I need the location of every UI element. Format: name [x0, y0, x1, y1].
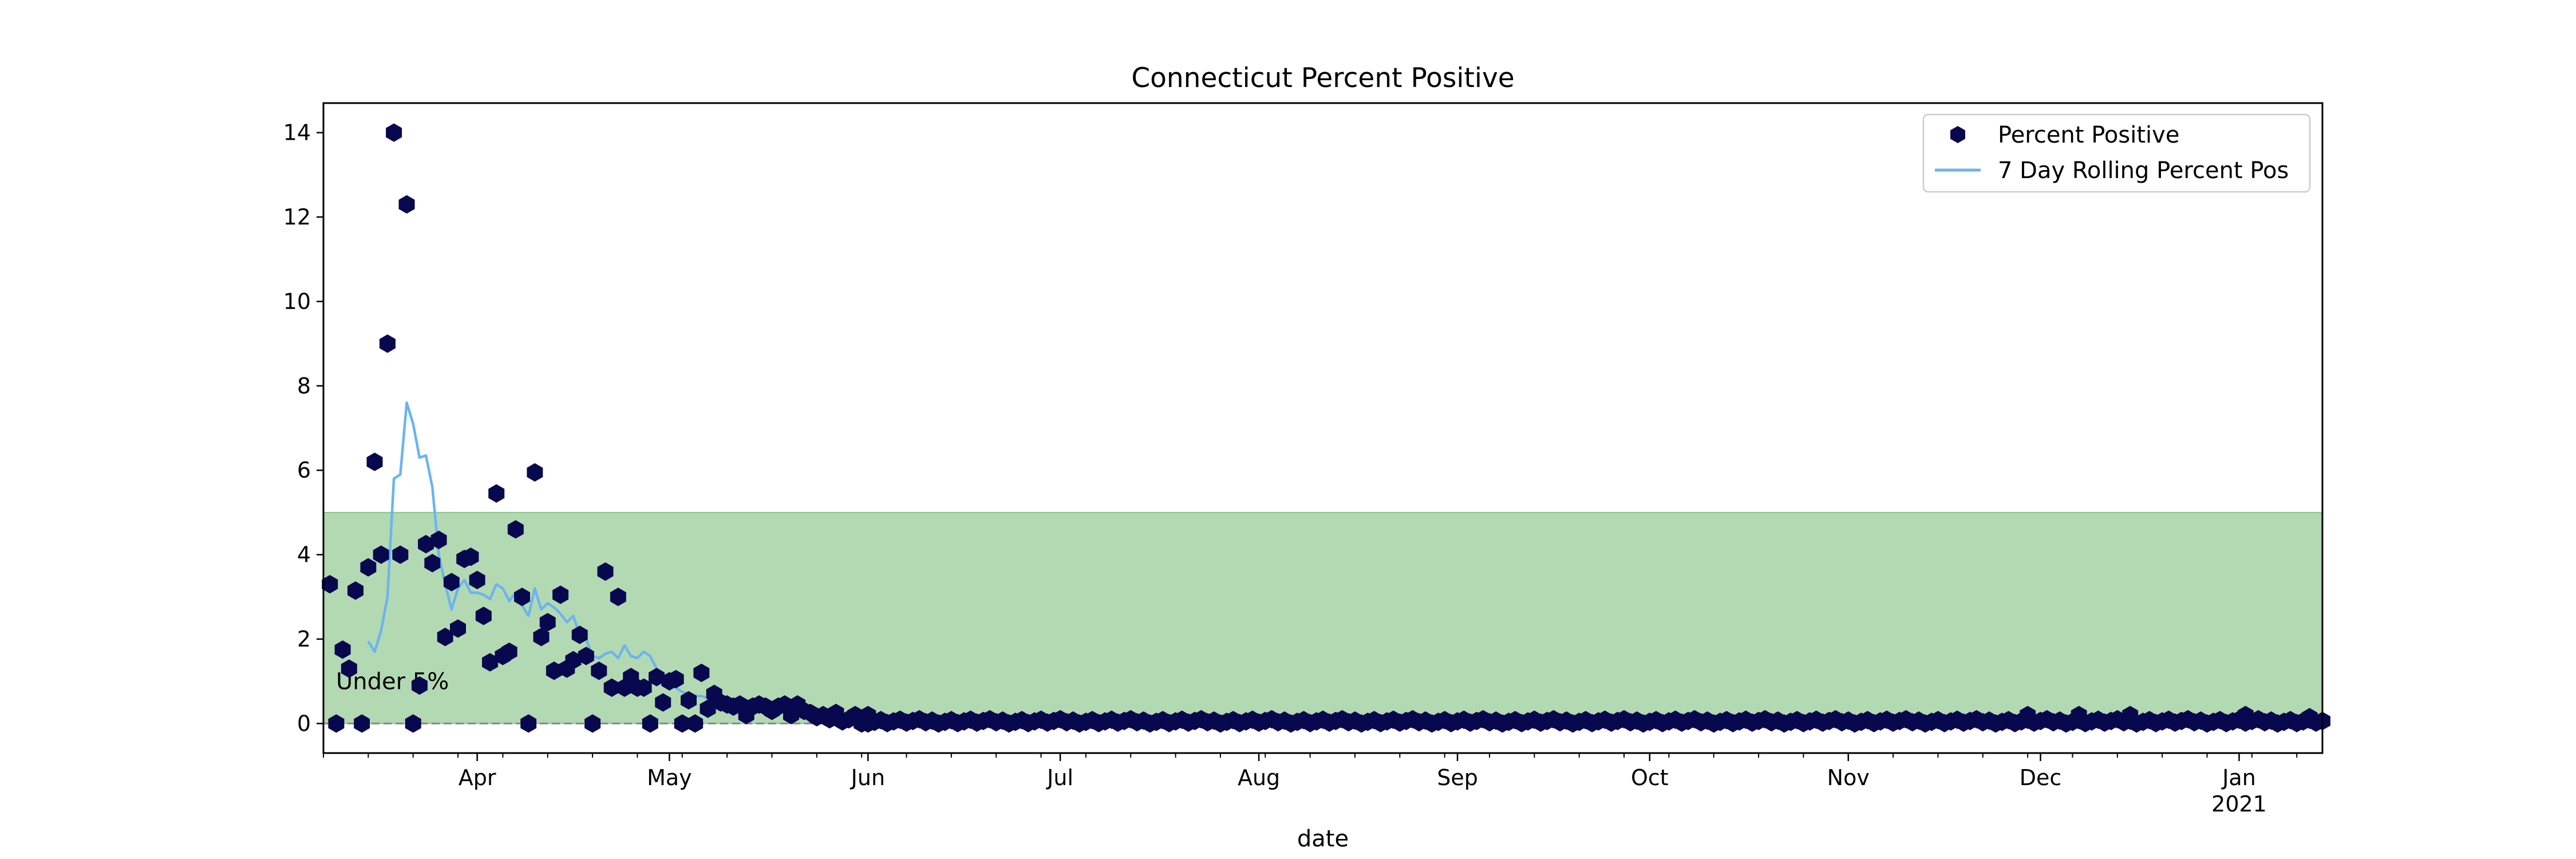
data-point [366, 452, 383, 471]
legend: Percent Positive 7 Day Rolling Percent Po… [1922, 113, 2311, 193]
data-point [463, 547, 479, 566]
x-tick-sublabel: 2021 [2211, 791, 2267, 817]
legend-label-percent-positive: Percent Positive [1998, 122, 2179, 148]
data-point [584, 714, 601, 733]
data-point [649, 668, 665, 687]
data-point [501, 642, 517, 661]
data-point [488, 484, 505, 503]
data-point [430, 530, 447, 549]
data-point [597, 562, 614, 581]
y-tick-label: 4 [297, 542, 311, 568]
x-axis-label: date [1297, 826, 1349, 852]
data-point [450, 619, 466, 638]
data-point [571, 625, 588, 644]
y-tick-label: 6 [297, 458, 311, 483]
x-tick-label: Jul [1046, 765, 1073, 790]
x-tick-label: Jun [850, 765, 885, 790]
threshold-band [323, 511, 2323, 724]
data-point [591, 661, 607, 680]
data-point [373, 545, 389, 564]
y-tick-label: 14 [283, 120, 311, 145]
data-point [667, 669, 684, 689]
data-point [392, 545, 409, 564]
data-point [655, 693, 671, 712]
data-point [341, 659, 357, 678]
data-point [347, 581, 364, 600]
data-point [687, 714, 704, 733]
threshold-band-layer: Under 5% [323, 511, 2323, 724]
legend-box [1922, 113, 2311, 193]
x-tick-label: Aug [1238, 765, 1280, 790]
data-point [2020, 706, 2036, 724]
data-point [443, 573, 460, 592]
data-point [360, 558, 377, 577]
data-point [2071, 706, 2087, 724]
data-point [507, 520, 524, 539]
plot-frame [322, 102, 2324, 754]
data-point [411, 676, 428, 695]
axes-layer: 0 2 4 6 8 10 12 14 Apr May Jun Jul Aug Sep Oct Nov Dec Ja… [283, 102, 2324, 817]
legend-label-rolling: 7 Day Rolling Percent Pos [1998, 157, 2289, 184]
data-point [610, 588, 626, 606]
chart-title: Connecticut Percent Positive [1131, 62, 1514, 94]
data-point [354, 714, 370, 733]
x-tick-label: Apr [459, 765, 496, 790]
data-point [424, 554, 441, 573]
data-point [2237, 706, 2254, 724]
data-point [693, 663, 710, 683]
data-point [2122, 706, 2139, 724]
data-point [514, 588, 530, 606]
x-tick-label: Dec [2020, 765, 2062, 790]
y-tick-label: 10 [283, 289, 311, 314]
data-point [860, 706, 876, 724]
data-point [379, 334, 396, 353]
data-point [334, 640, 351, 659]
data-point [2301, 708, 2318, 727]
data-point [533, 628, 550, 647]
data-point [520, 714, 537, 733]
data-point [328, 714, 345, 733]
x-tick-label: Jan [2221, 765, 2256, 790]
marker-layer [322, 123, 2330, 733]
y-tick-label: 12 [283, 204, 311, 230]
data-point [578, 647, 594, 665]
x-tick-label: Oct [1631, 765, 1669, 790]
x-tick-label: Sep [1437, 765, 1478, 790]
legend-marker-percent-positive [1950, 126, 1965, 143]
data-point [539, 613, 556, 632]
data-point [475, 606, 492, 625]
data-point [386, 123, 402, 142]
data-point [405, 714, 421, 733]
y-tick-label: 2 [297, 626, 311, 652]
data-point [527, 463, 543, 482]
data-point [681, 691, 697, 710]
x-tick-label: May [647, 765, 692, 790]
x-tick-label: Nov [1827, 765, 1870, 790]
data-point [469, 570, 485, 589]
y-tick-label: 0 [297, 711, 311, 736]
data-point [552, 585, 569, 604]
y-tick-label: 8 [297, 373, 311, 399]
data-point [642, 714, 658, 733]
data-point [635, 678, 652, 697]
data-point [322, 575, 338, 594]
data-point [398, 195, 415, 214]
